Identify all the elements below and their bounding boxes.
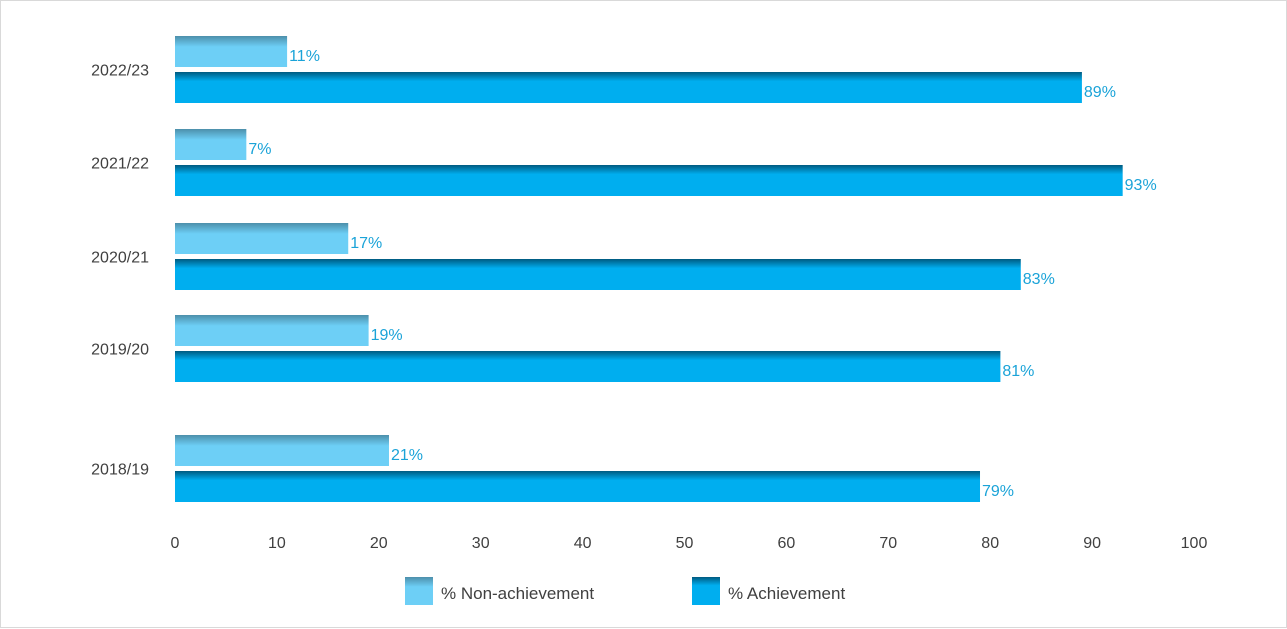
x-tick-label-6: 60 xyxy=(778,535,796,552)
bar-non-achievement-4 xyxy=(175,435,389,466)
data-label-non-achievement-0: 11% xyxy=(289,48,320,65)
x-tick-label-8: 80 xyxy=(981,535,999,552)
category-axis: 2022/23 2021/22 2020/21 2019/20 2018/19 xyxy=(91,63,149,479)
category-label-0: 2022/23 xyxy=(91,63,149,80)
x-tick-label-10: 100 xyxy=(1181,535,1208,552)
bar-achievement-0 xyxy=(175,72,1082,103)
legend-swatch-non-achievement xyxy=(405,577,433,605)
data-label-non-achievement-4: 21% xyxy=(391,447,423,464)
x-tick-label-1: 10 xyxy=(268,535,286,552)
legend-label-non-achievement: % Non-achievement xyxy=(441,584,594,603)
legend-swatch-achievement xyxy=(692,577,720,605)
data-label-achievement-2: 83% xyxy=(1023,271,1055,288)
data-label-non-achievement-1: 7% xyxy=(248,141,271,158)
x-tick-label-3: 30 xyxy=(472,535,490,552)
bar-achievement-3 xyxy=(175,351,1001,382)
bar-achievement-4 xyxy=(175,471,981,502)
x-tick-label-5: 50 xyxy=(676,535,694,552)
legend-label-achievement: % Achievement xyxy=(728,584,845,603)
x-axis: 0 10 20 30 40 50 60 70 80 90 100 xyxy=(171,535,1208,552)
bar-non-achievement-2 xyxy=(175,223,349,254)
data-label-achievement-3: 81% xyxy=(1002,363,1034,380)
x-tick-label-2: 20 xyxy=(370,535,388,552)
bar-achievement-1 xyxy=(175,165,1123,196)
bar-non-achievement-1 xyxy=(175,129,247,160)
legend: % Non-achievement % Achievement xyxy=(405,577,845,605)
bar-non-achievement-0 xyxy=(175,36,288,67)
data-label-non-achievement-2: 17% xyxy=(350,235,382,252)
x-tick-label-4: 40 xyxy=(574,535,592,552)
bar-non-achievement-3 xyxy=(175,315,369,346)
bars-group: 11% 89% 7% 93% 17% 83% 19% 81% 21% 79% xyxy=(175,36,1157,502)
category-label-1: 2021/22 xyxy=(91,156,149,173)
x-tick-label-0: 0 xyxy=(171,535,180,552)
data-label-achievement-0: 89% xyxy=(1084,84,1116,101)
category-label-4: 2018/19 xyxy=(91,462,149,479)
category-label-3: 2019/20 xyxy=(91,342,149,359)
data-label-achievement-4: 79% xyxy=(982,483,1014,500)
x-tick-label-7: 70 xyxy=(879,535,897,552)
category-label-2: 2020/21 xyxy=(91,250,149,267)
x-tick-label-9: 90 xyxy=(1083,535,1101,552)
data-label-non-achievement-3: 19% xyxy=(371,327,403,344)
bar-achievement-2 xyxy=(175,259,1021,290)
data-label-achievement-1: 93% xyxy=(1125,177,1157,194)
